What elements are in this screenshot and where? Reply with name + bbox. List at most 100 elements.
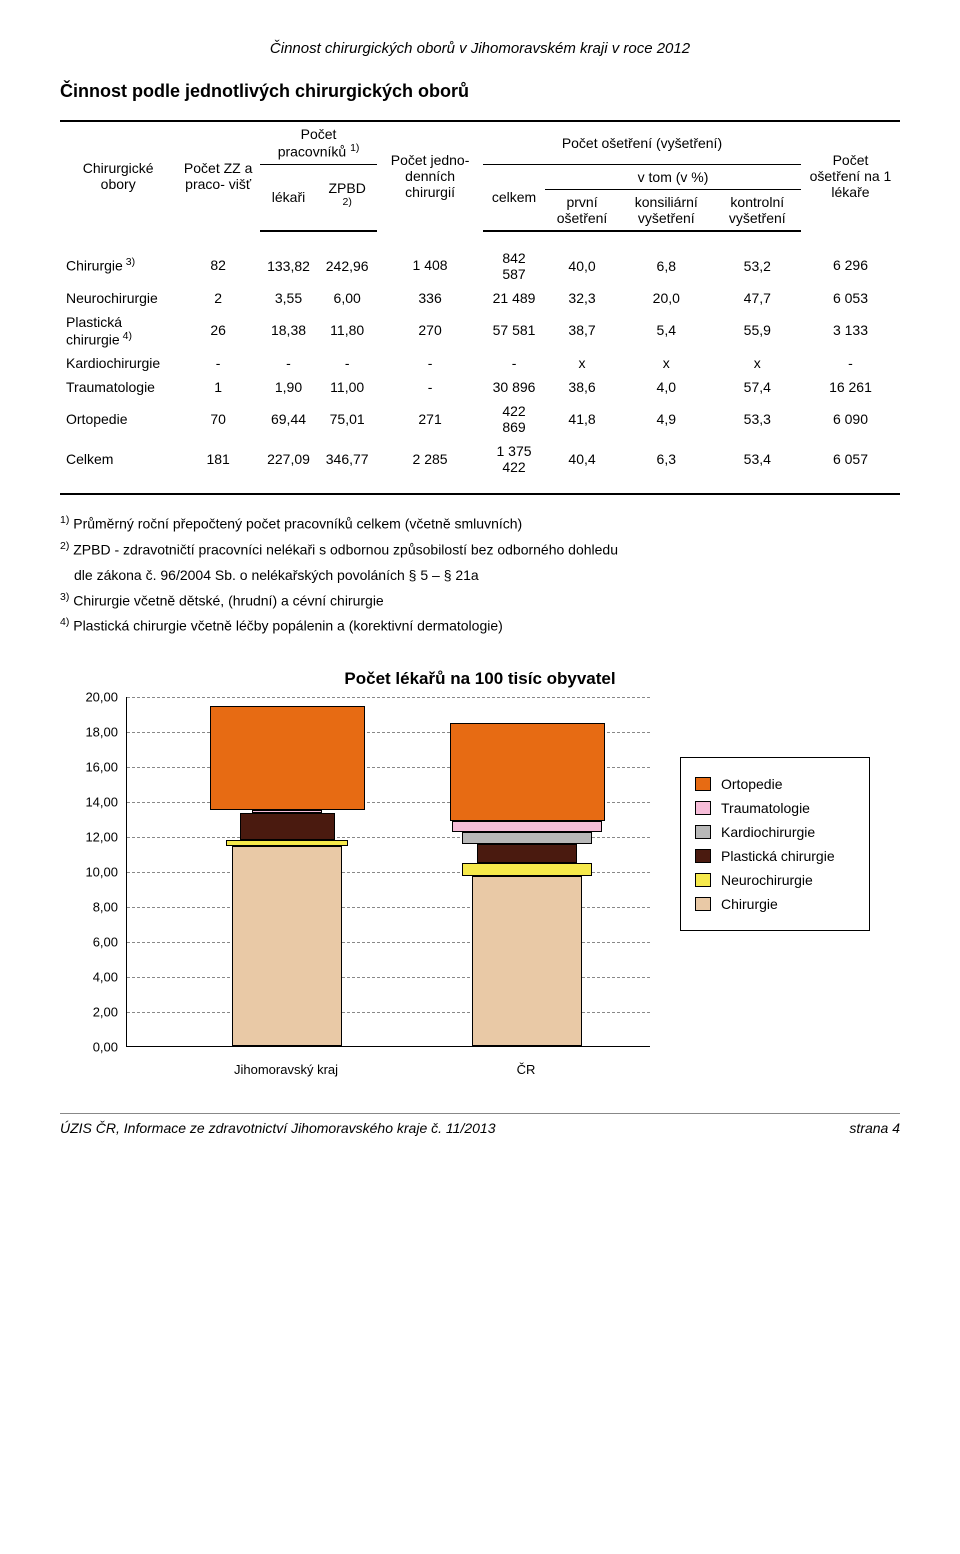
bar-segment: [210, 706, 365, 810]
legend-swatch: [695, 801, 711, 815]
cell-value: 6 296: [801, 231, 900, 286]
cell-value: 55,9: [714, 310, 801, 352]
table-row: Neurochirurgie23,556,0033621 48932,320,0…: [60, 286, 900, 310]
data-table: Chirurgické obory Počet ZZ a praco- višť…: [60, 120, 900, 495]
bar-segment: [452, 821, 602, 832]
th-zpbd-text: ZPBD: [328, 180, 365, 196]
cell-value: 40,4: [545, 439, 619, 494]
y-axis-label: 6,00: [70, 934, 118, 949]
cell-name: Celkem: [60, 439, 176, 494]
cell-value: 20,0: [619, 286, 714, 310]
table-row: Kardiochirurgie-----xxx-: [60, 351, 900, 375]
page-footer: ÚZIS ČR, Informace ze zdravotnictví Jiho…: [60, 1113, 900, 1136]
footnotes: 1) Průměrný roční přepočtený počet praco…: [60, 513, 900, 637]
y-axis-label: 10,00: [70, 864, 118, 879]
y-axis-label: 12,00: [70, 829, 118, 844]
th-zpbd-sup: 2): [342, 196, 351, 208]
fn3-sup: 3): [60, 591, 69, 603]
th-grp-pracovniku: Počet pracovníků 1): [260, 121, 377, 164]
bar-segment: [477, 844, 577, 863]
y-axis-label: 20,00: [70, 689, 118, 704]
cell-value: -: [317, 351, 377, 375]
th-na-lekare: Počet ošetření na 1 lékaře: [801, 121, 900, 231]
cell-value: 181: [176, 439, 260, 494]
th-vtom: v tom (v %): [545, 164, 801, 189]
cell-value: x: [619, 351, 714, 375]
legend-label: Neurochirurgie: [721, 872, 813, 888]
cell-value: 38,7: [545, 310, 619, 352]
y-axis-label: 4,00: [70, 969, 118, 984]
cell-value: 11,00: [317, 375, 377, 399]
cell-value: 3 133: [801, 310, 900, 352]
table-row: Plastická chirurgie 4)2618,3811,8027057 …: [60, 310, 900, 352]
bar-segment: [232, 846, 342, 1046]
cell-name: Ortopedie: [60, 399, 176, 439]
chart-area: 0,002,004,006,008,0010,0012,0014,0016,00…: [70, 697, 650, 1077]
table-row: Ortopedie7069,4475,01271422 86941,84,953…: [60, 399, 900, 439]
table-head: Chirurgické obory Počet ZZ a praco- višť…: [60, 121, 900, 231]
cell-value: 336: [377, 286, 483, 310]
cell-value: 30 896: [483, 375, 545, 399]
cell-sup: 3): [123, 256, 135, 268]
cell-value: 6,3: [619, 439, 714, 494]
legend-item: Plastická chirurgie: [695, 848, 855, 864]
document-header: Činnost chirurgických oborů v Jihomoravs…: [60, 40, 900, 57]
cell-value: 53,2: [714, 231, 801, 286]
cell-value: 40,0: [545, 231, 619, 286]
chart-wrap: 0,002,004,006,008,0010,0012,0014,0016,00…: [60, 697, 900, 1077]
y-axis-label: 14,00: [70, 794, 118, 809]
cell-value: 1: [176, 375, 260, 399]
cell-value: 270: [377, 310, 483, 352]
legend-swatch: [695, 873, 711, 887]
chart-title: Počet lékařů na 100 tisíc obyvatel: [60, 669, 900, 689]
th-jednodenni: Počet jedno- denních chirurgií: [377, 121, 483, 231]
cell-value: 242,96: [317, 231, 377, 286]
cell-value: 842 587: [483, 231, 545, 286]
footnote-4: 4) Plastická chirurgie včetně léčby popá…: [60, 615, 900, 637]
gridline: [127, 697, 650, 698]
cell-value: 82: [176, 231, 260, 286]
th-kontrol: kontrolní vyšetření: [714, 189, 801, 231]
cell-sup: 4): [120, 330, 132, 342]
fn1-sup: 1): [60, 514, 69, 526]
chart-legend: Ortopedie Traumatologie Kardiochirurgie Pla…: [680, 757, 870, 931]
y-axis-label: 2,00: [70, 1004, 118, 1019]
cell-value: 4,0: [619, 375, 714, 399]
cell-value: 16 261: [801, 375, 900, 399]
section-title: Činnost podle jednotlivých chirurgických…: [60, 81, 900, 102]
bar-segment: [252, 810, 322, 813]
cell-value: 75,01: [317, 399, 377, 439]
cell-value: 1,90: [260, 375, 317, 399]
footer-left: ÚZIS ČR, Informace ze zdravotnictví Jiho…: [60, 1120, 495, 1136]
fn4-text: Plastická chirurgie včetně léčby popálen…: [73, 618, 503, 634]
y-axis-label: 18,00: [70, 724, 118, 739]
legend-swatch: [695, 825, 711, 839]
footer-right: strana 4: [849, 1120, 900, 1136]
footnote-1: 1) Průměrný roční přepočtený počet praco…: [60, 513, 900, 535]
table-body: Chirurgie 3)82133,82242,961 408842 58740…: [60, 231, 900, 495]
footnote-2a: 2) ZPBD - zdravotničtí pracovníci neléka…: [60, 539, 900, 561]
cell-value: 6 057: [801, 439, 900, 494]
x-axis-label: Jihomoravský kraj: [206, 1062, 366, 1077]
bar-segment: [462, 832, 592, 844]
table-row: Celkem181227,09346,772 2851 375 42240,46…: [60, 439, 900, 494]
cell-name: Plastická chirurgie 4): [60, 310, 176, 352]
th-obory: Chirurgické obory: [60, 121, 176, 231]
cell-value: 32,3: [545, 286, 619, 310]
fn2a-text: ZPBD - zdravotničtí pracovníci nelékaři …: [73, 542, 618, 558]
cell-value: 69,44: [260, 399, 317, 439]
legend-item: Traumatologie: [695, 800, 855, 816]
legend-item: Ortopedie: [695, 776, 855, 792]
cell-value: 2: [176, 286, 260, 310]
page: Činnost chirurgických oborů v Jihomoravs…: [0, 0, 960, 1166]
cell-value: 11,80: [317, 310, 377, 352]
cell-name: Traumatologie: [60, 375, 176, 399]
fn1-text: Průměrný roční přepočtený počet pracovní…: [73, 516, 522, 532]
cell-value: 1 375 422: [483, 439, 545, 494]
cell-value: x: [714, 351, 801, 375]
legend-item: Kardiochirurgie: [695, 824, 855, 840]
cell-value: 57 581: [483, 310, 545, 352]
bar-segment: [450, 723, 605, 821]
cell-value: -: [801, 351, 900, 375]
cell-value: 53,4: [714, 439, 801, 494]
